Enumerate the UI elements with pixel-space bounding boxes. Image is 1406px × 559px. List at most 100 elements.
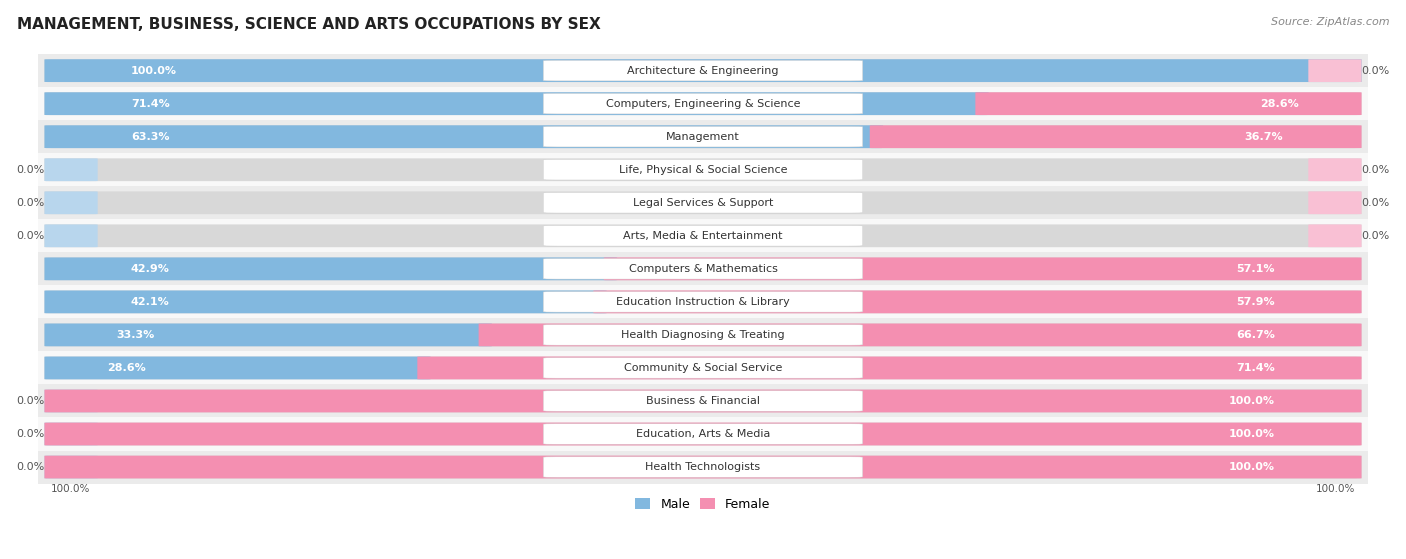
FancyBboxPatch shape (870, 125, 1361, 148)
Text: Computers, Engineering & Science: Computers, Engineering & Science (606, 99, 800, 108)
FancyBboxPatch shape (45, 390, 1361, 413)
Text: 57.9%: 57.9% (1236, 297, 1275, 307)
FancyBboxPatch shape (1309, 191, 1361, 214)
Text: 42.1%: 42.1% (131, 297, 170, 307)
Text: 57.1%: 57.1% (1236, 264, 1275, 274)
FancyBboxPatch shape (543, 292, 863, 312)
Text: 100.0%: 100.0% (51, 484, 90, 494)
FancyBboxPatch shape (45, 191, 97, 214)
FancyBboxPatch shape (45, 357, 430, 380)
Text: Health Technologists: Health Technologists (645, 462, 761, 472)
FancyBboxPatch shape (45, 324, 492, 347)
FancyBboxPatch shape (45, 191, 1361, 214)
FancyBboxPatch shape (543, 226, 863, 246)
FancyBboxPatch shape (478, 324, 1361, 347)
Text: Source: ZipAtlas.com: Source: ZipAtlas.com (1271, 17, 1389, 27)
FancyBboxPatch shape (38, 319, 1368, 352)
FancyBboxPatch shape (543, 457, 863, 477)
Text: 100.0%: 100.0% (131, 65, 177, 75)
Text: 0.0%: 0.0% (17, 165, 45, 175)
Text: 0.0%: 0.0% (17, 396, 45, 406)
Text: Health Diagnosing & Treating: Health Diagnosing & Treating (621, 330, 785, 340)
Text: 0.0%: 0.0% (1361, 65, 1389, 75)
FancyBboxPatch shape (45, 125, 1361, 148)
FancyBboxPatch shape (543, 391, 863, 411)
FancyBboxPatch shape (45, 92, 1361, 115)
FancyBboxPatch shape (38, 352, 1368, 385)
Text: Education, Arts & Media: Education, Arts & Media (636, 429, 770, 439)
FancyBboxPatch shape (543, 159, 863, 180)
FancyBboxPatch shape (593, 291, 1361, 313)
FancyBboxPatch shape (38, 385, 1368, 418)
FancyBboxPatch shape (45, 423, 1361, 446)
Text: 0.0%: 0.0% (17, 429, 45, 439)
FancyBboxPatch shape (543, 192, 863, 213)
Text: 100.0%: 100.0% (1229, 429, 1275, 439)
FancyBboxPatch shape (45, 390, 1361, 413)
FancyBboxPatch shape (45, 390, 97, 413)
FancyBboxPatch shape (976, 92, 1361, 115)
FancyBboxPatch shape (543, 325, 863, 345)
Text: Management: Management (666, 132, 740, 142)
FancyBboxPatch shape (45, 258, 617, 280)
Text: 0.0%: 0.0% (1361, 198, 1389, 208)
FancyBboxPatch shape (543, 60, 863, 81)
Text: 42.9%: 42.9% (131, 264, 170, 274)
Text: Life, Physical & Social Science: Life, Physical & Social Science (619, 165, 787, 175)
Legend: Male, Female: Male, Female (630, 493, 776, 516)
FancyBboxPatch shape (45, 125, 883, 148)
Text: 0.0%: 0.0% (17, 198, 45, 208)
FancyBboxPatch shape (543, 93, 863, 114)
FancyBboxPatch shape (38, 153, 1368, 186)
Text: Computers & Mathematics: Computers & Mathematics (628, 264, 778, 274)
Text: 63.3%: 63.3% (131, 132, 170, 142)
FancyBboxPatch shape (38, 87, 1368, 120)
FancyBboxPatch shape (1309, 224, 1361, 247)
FancyBboxPatch shape (45, 456, 97, 479)
FancyBboxPatch shape (45, 357, 1361, 380)
Text: MANAGEMENT, BUSINESS, SCIENCE AND ARTS OCCUPATIONS BY SEX: MANAGEMENT, BUSINESS, SCIENCE AND ARTS O… (17, 17, 600, 32)
Text: 28.6%: 28.6% (1260, 99, 1299, 108)
Text: 100.0%: 100.0% (1316, 484, 1355, 494)
FancyBboxPatch shape (1309, 59, 1361, 82)
Text: 28.6%: 28.6% (107, 363, 146, 373)
Text: 100.0%: 100.0% (1229, 462, 1275, 472)
FancyBboxPatch shape (45, 158, 1361, 181)
FancyBboxPatch shape (543, 126, 863, 147)
Text: 0.0%: 0.0% (1361, 165, 1389, 175)
FancyBboxPatch shape (38, 186, 1368, 219)
Text: Community & Social Service: Community & Social Service (624, 363, 782, 373)
FancyBboxPatch shape (418, 357, 1361, 380)
FancyBboxPatch shape (603, 258, 1361, 280)
Text: Education Instruction & Library: Education Instruction & Library (616, 297, 790, 307)
FancyBboxPatch shape (38, 418, 1368, 451)
FancyBboxPatch shape (45, 456, 1361, 479)
FancyBboxPatch shape (38, 120, 1368, 153)
Text: 33.3%: 33.3% (117, 330, 155, 340)
FancyBboxPatch shape (45, 456, 1361, 479)
FancyBboxPatch shape (543, 358, 863, 378)
FancyBboxPatch shape (45, 324, 1361, 347)
FancyBboxPatch shape (45, 291, 1361, 313)
FancyBboxPatch shape (38, 219, 1368, 252)
FancyBboxPatch shape (1309, 158, 1361, 181)
FancyBboxPatch shape (45, 291, 606, 313)
FancyBboxPatch shape (45, 92, 988, 115)
Text: Arts, Media & Entertainment: Arts, Media & Entertainment (623, 231, 783, 241)
FancyBboxPatch shape (38, 252, 1368, 285)
Text: 0.0%: 0.0% (17, 462, 45, 472)
Text: 71.4%: 71.4% (131, 99, 170, 108)
Text: 0.0%: 0.0% (1361, 231, 1389, 241)
Text: Business & Financial: Business & Financial (645, 396, 761, 406)
Text: 100.0%: 100.0% (1229, 396, 1275, 406)
FancyBboxPatch shape (45, 423, 97, 446)
Text: 71.4%: 71.4% (1236, 363, 1275, 373)
FancyBboxPatch shape (38, 451, 1368, 484)
FancyBboxPatch shape (38, 54, 1368, 87)
FancyBboxPatch shape (45, 224, 97, 247)
Text: 0.0%: 0.0% (17, 231, 45, 241)
FancyBboxPatch shape (45, 224, 1361, 247)
Text: Architecture & Engineering: Architecture & Engineering (627, 65, 779, 75)
FancyBboxPatch shape (543, 424, 863, 444)
FancyBboxPatch shape (45, 59, 1361, 82)
